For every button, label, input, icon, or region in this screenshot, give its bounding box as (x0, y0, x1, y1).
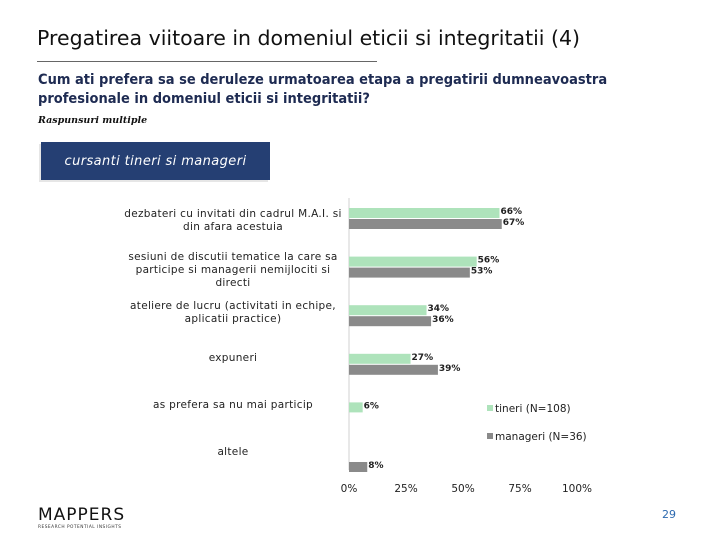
bar (349, 256, 477, 267)
category-label: altele (217, 445, 249, 458)
x-tick-label: 100% (562, 483, 592, 495)
respondent-segment-label: cursanti tineri si manageri (41, 142, 270, 180)
brand-name: MAPPERS (38, 505, 126, 525)
bar (349, 402, 363, 413)
x-tick-label: 50% (451, 483, 474, 495)
data-label: 53% (471, 267, 493, 277)
data-label: 67% (503, 218, 525, 228)
bar (349, 316, 432, 327)
title-divider (37, 61, 377, 62)
data-label: 27% (412, 353, 434, 363)
legend-swatch (487, 405, 493, 411)
slide-title: Pregatirea viitoare in domeniul eticii s… (37, 26, 581, 50)
multiple-answers-note: Raspunsuri multiple (38, 115, 148, 126)
data-label: 56% (478, 256, 500, 266)
legend-label: manageri (N=36) (495, 431, 587, 443)
x-tick-label: 25% (394, 483, 417, 495)
page-number: 29 (662, 508, 676, 521)
bar (349, 219, 502, 229)
bar (349, 208, 500, 218)
category-label: sesiuni de discutii tematice la care sa … (128, 250, 338, 289)
data-label: 36% (432, 315, 454, 325)
brand-tagline: RESEARCH POTENTIAL INSIGHTS (38, 525, 122, 530)
bar (349, 353, 411, 364)
bar (349, 267, 470, 278)
brand-logo: MAPPERS RESEARCH POTENTIAL INSIGHTS (38, 506, 125, 530)
category-label: dezbateri cu invitati din cadrul M.A.I. … (124, 208, 342, 233)
category-label: expuneri (208, 351, 258, 364)
data-label: 34% (428, 304, 450, 314)
legend-swatch (487, 433, 493, 439)
category-label: as prefera sa nu mai particip (152, 398, 313, 411)
category-label: ateliere de lucru (activitati in echipe,… (130, 300, 336, 325)
data-label: 39% (439, 364, 461, 374)
bar (349, 364, 438, 375)
legend-label: tineri (N=108) (495, 403, 571, 415)
data-label: 8% (368, 461, 383, 471)
bar (349, 305, 427, 316)
data-label: 6% (364, 401, 379, 411)
x-tick-label: 75% (508, 483, 531, 495)
data-label: 66% (500, 207, 522, 217)
survey-question: Cum ati prefera sa se deruleze urmatoare… (38, 72, 608, 107)
x-tick-label: 0% (341, 483, 358, 495)
bar (349, 462, 368, 472)
